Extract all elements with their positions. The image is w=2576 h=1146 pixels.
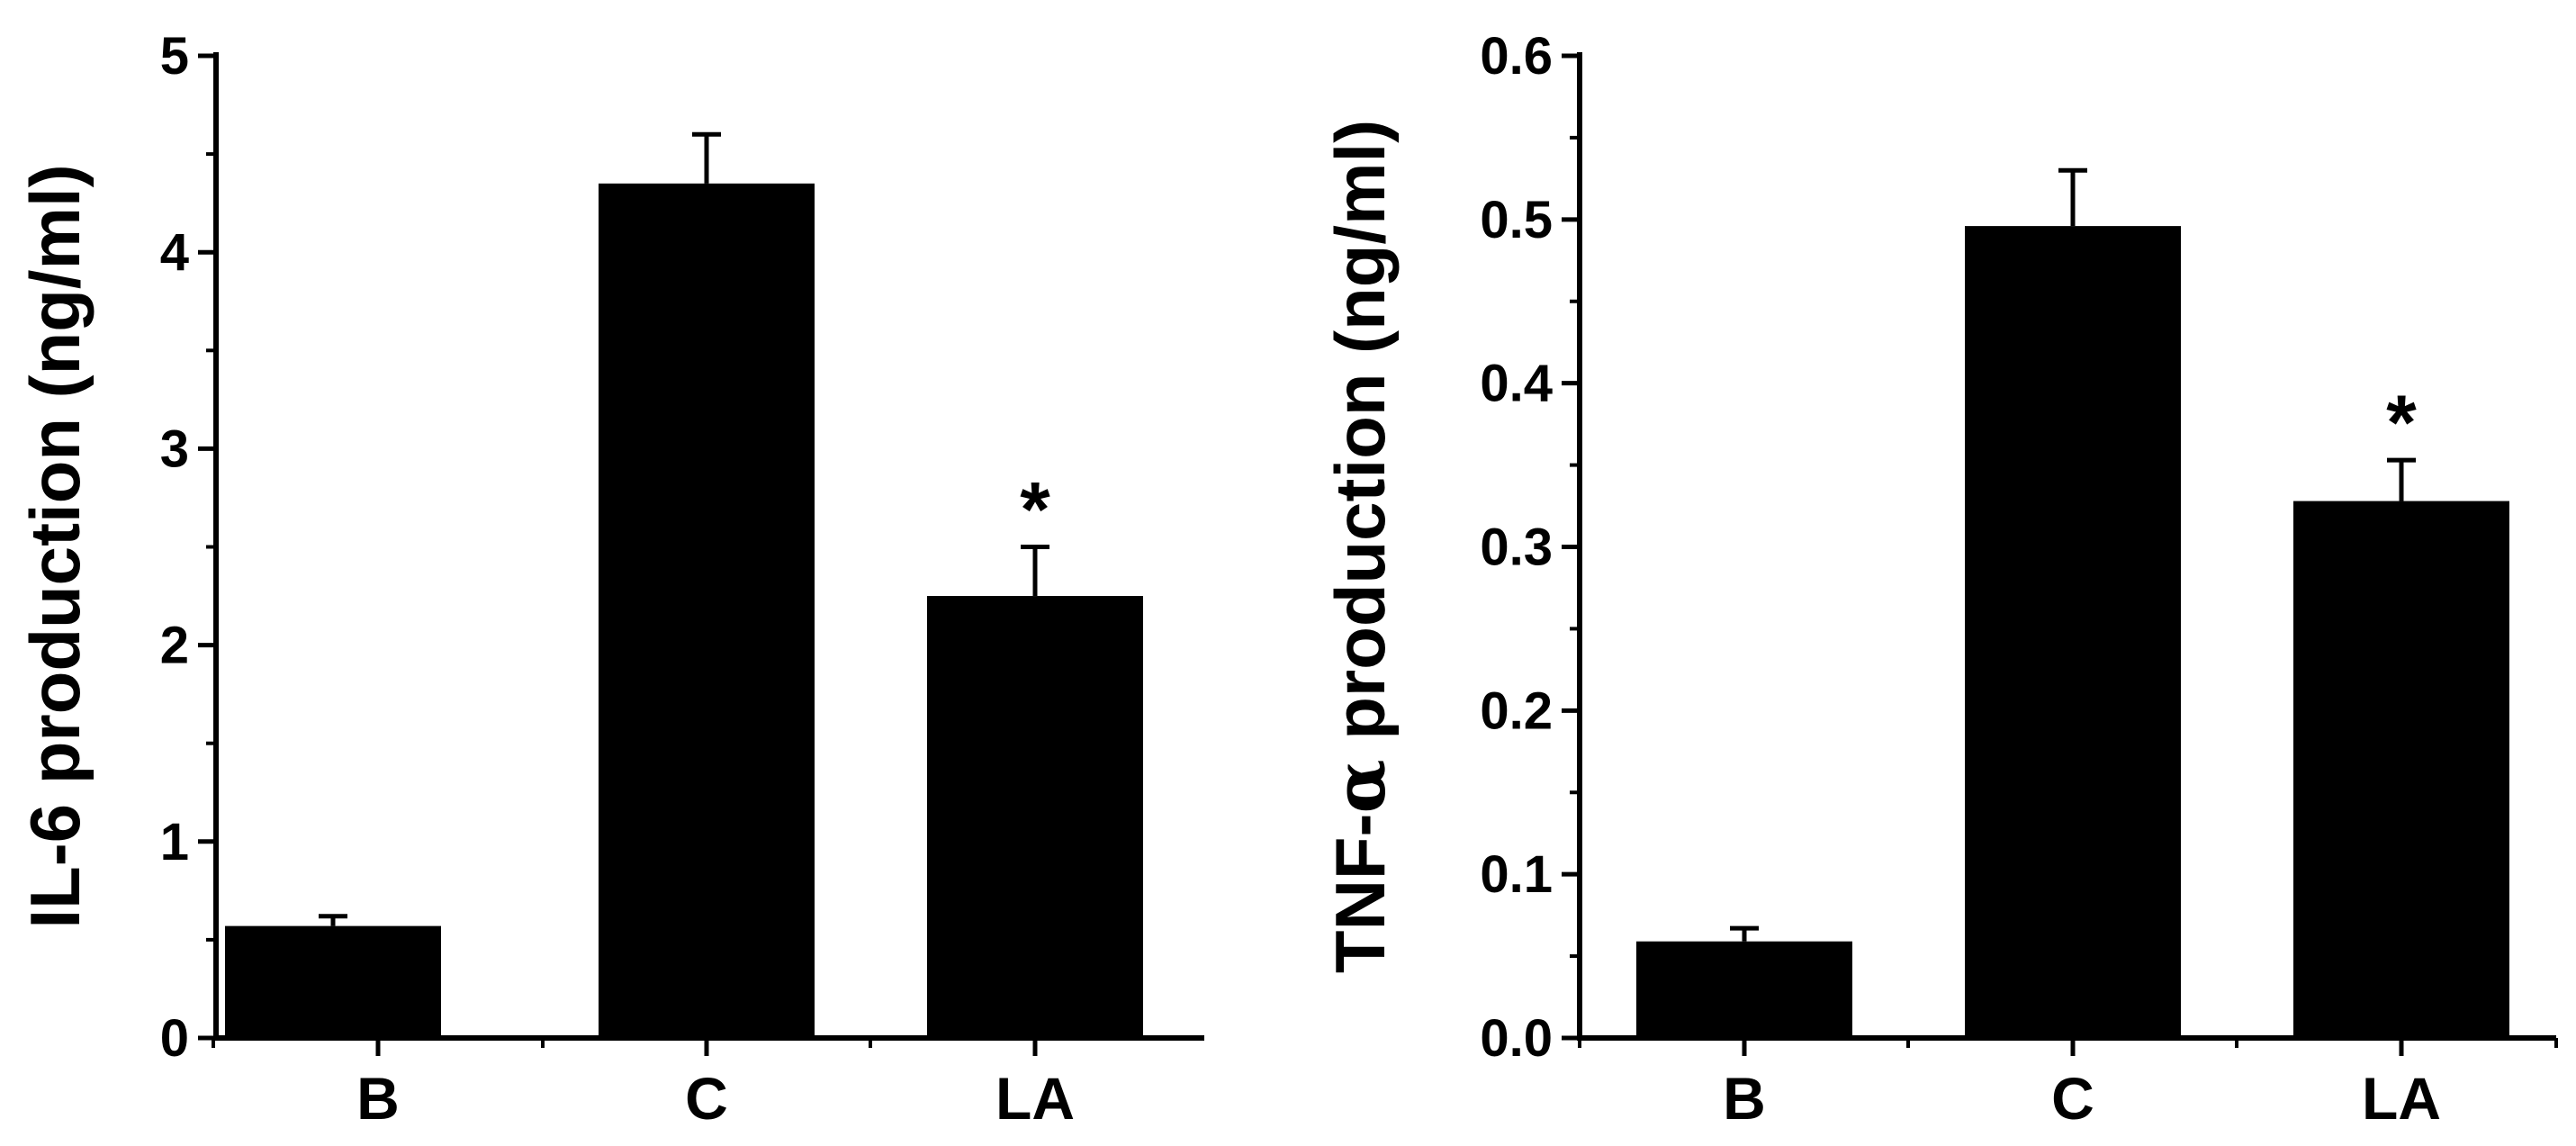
tnf-y-tick-label: 0.0 — [1480, 1009, 1553, 1068]
tnf-y-tick-label: 0.1 — [1480, 845, 1553, 904]
tnf-y-tick-label: 0.4 — [1480, 355, 1553, 413]
tnf-significance-marker: * — [2386, 380, 2417, 466]
tnf-y-tick-label: 0.3 — [1480, 519, 1553, 577]
tnf-y-axis-title: TNF-α production (ng/ml) — [1320, 120, 1401, 973]
tnf-y-axis-title-part: TNF- — [1320, 813, 1400, 973]
tnf-y-tick-label: 0.2 — [1480, 681, 1553, 740]
tnf-y-axis-title-part: production (ng/ml) — [1320, 120, 1400, 760]
il6-y-axis-title-part: IL-6 production (ng/ml) — [15, 164, 95, 928]
il6-chart-panel: * 0 1 2 3 4 5 B C LA IL-6 production (ng/ml) — [15, 27, 1204, 1132]
tnf-x-tick-label: B — [1723, 1065, 1766, 1132]
tnf-bar-c — [1965, 226, 2181, 1038]
il6-y-tick-label: 4 — [160, 223, 189, 282]
tnf-chart-panel: * 0.0 0.1 0.2 0.3 0.4 0.5 0.6 B C LA TNF-α producti… — [1320, 27, 2558, 1132]
il6-x-tick-label: C — [685, 1065, 728, 1132]
tnf-x-tick-label: LA — [2362, 1065, 2441, 1132]
il6-y-tick-label: 3 — [160, 420, 189, 478]
il6-y-tick-label: 2 — [160, 617, 189, 675]
il6-bar-c — [599, 183, 815, 1038]
tnf-bar-b — [1636, 941, 1852, 1038]
il6-x-tick-label: B — [356, 1065, 400, 1132]
il6-y-tick-label: 1 — [160, 813, 189, 871]
il6-bar-la — [927, 596, 1143, 1038]
tnf-y-tick-label: 0.5 — [1480, 191, 1553, 249]
tnf-bar-la — [2293, 501, 2509, 1038]
tnf-y-axis-title-part: α — [1320, 759, 1401, 813]
il6-significance-marker: * — [1020, 467, 1050, 554]
il6-y-axis-title: IL-6 production (ng/ml) — [15, 164, 95, 928]
il6-y-tick-label: 5 — [160, 27, 189, 86]
il6-bar-b — [225, 925, 441, 1038]
il6-y-tick-label: 0 — [160, 1009, 189, 1068]
tnf-y-tick-label: 0.6 — [1480, 27, 1553, 86]
il6-x-tick-label: LA — [995, 1065, 1075, 1132]
tnf-x-tick-label: C — [2051, 1065, 2094, 1132]
